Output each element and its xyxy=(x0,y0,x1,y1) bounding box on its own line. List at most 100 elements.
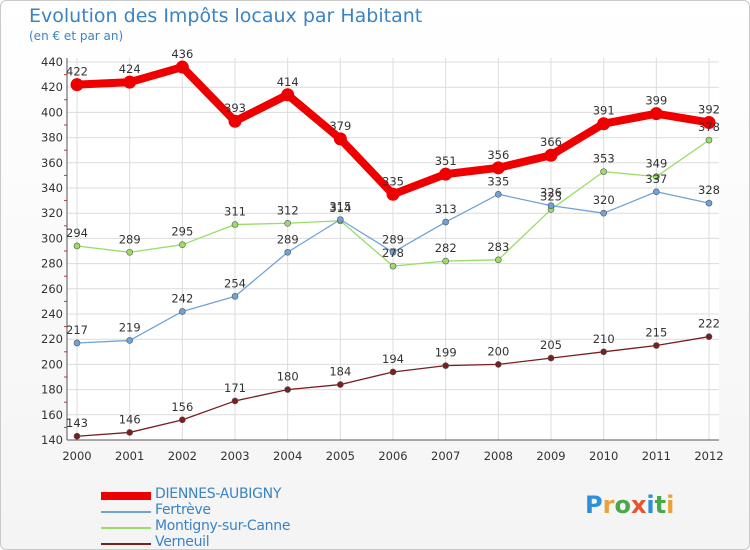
data-point xyxy=(179,308,186,315)
data-labels: 422 424 436 393 414 379 335 351 356 366 391 399 392 2… xyxy=(66,47,720,430)
y-tick-label: 400 xyxy=(41,105,63,119)
logo-letter: r xyxy=(602,491,615,519)
data-label: 315 xyxy=(329,200,351,214)
y-tick-label: 220 xyxy=(41,332,63,346)
data-point xyxy=(653,342,660,349)
data-label: 326 xyxy=(540,186,562,200)
data-point xyxy=(442,218,449,226)
data-point xyxy=(126,429,133,436)
data-point xyxy=(389,368,397,376)
data-label: 314 xyxy=(329,201,351,215)
y-tick-label: 260 xyxy=(41,282,63,296)
data-label: 349 xyxy=(645,157,667,171)
data-point xyxy=(284,219,291,227)
data-point xyxy=(547,354,555,362)
data-label: 217 xyxy=(66,323,88,337)
data-point xyxy=(123,75,137,89)
data-label: 205 xyxy=(540,338,562,352)
logo-letter: t xyxy=(654,491,667,519)
data-label: 143 xyxy=(66,416,88,430)
data-label: 422 xyxy=(66,65,88,79)
data-label: 436 xyxy=(171,47,193,61)
data-point xyxy=(389,248,397,256)
data-label: 194 xyxy=(382,352,404,366)
data-point xyxy=(600,348,607,356)
data-point xyxy=(231,221,239,228)
data-point xyxy=(597,117,611,131)
data-point xyxy=(284,248,291,256)
data-label: 219 xyxy=(119,320,141,334)
data-label: 222 xyxy=(698,317,720,331)
legend-label: Montigny-sur-Canne xyxy=(155,518,291,534)
data-point xyxy=(544,148,558,162)
x-tick-label: 2005 xyxy=(326,449,355,463)
data-point xyxy=(179,241,186,248)
data-label: 199 xyxy=(435,346,457,360)
y-tick-label: 140 xyxy=(41,433,63,447)
x-tick-label: 2006 xyxy=(378,449,407,463)
y-tick-label: 340 xyxy=(41,181,63,195)
data-point xyxy=(126,337,133,344)
y-tick-label: 280 xyxy=(41,257,63,271)
data-point xyxy=(337,381,344,388)
data-point xyxy=(389,262,397,270)
data-label: 278 xyxy=(382,246,404,260)
x-tick-label: 2011 xyxy=(642,449,671,463)
data-point xyxy=(705,199,713,207)
data-point xyxy=(600,209,607,217)
data-label: 210 xyxy=(593,332,615,346)
data-label: 156 xyxy=(171,400,193,414)
data-label: 289 xyxy=(277,232,299,246)
data-point xyxy=(547,202,555,209)
legend-label: DIENNES-AUBIGNY xyxy=(155,486,282,502)
data-point xyxy=(179,416,186,424)
legend-swatch xyxy=(101,527,151,529)
data-label: 379 xyxy=(329,119,351,133)
x-tick-label: 2001 xyxy=(115,449,144,463)
x-tick-label: 2002 xyxy=(168,449,197,463)
y-tick-label: 240 xyxy=(41,307,63,321)
data-point xyxy=(495,191,502,198)
data-point xyxy=(70,78,84,92)
data-point xyxy=(333,132,347,146)
y-tick-label: 320 xyxy=(41,206,63,220)
data-label: 242 xyxy=(171,291,193,305)
data-point xyxy=(175,60,189,74)
y-tick-label: 180 xyxy=(41,383,63,397)
data-label: 313 xyxy=(435,202,457,216)
data-label: 254 xyxy=(224,276,246,290)
chart-title: Evolution des Impôts locaux par Habitant xyxy=(29,5,423,27)
data-point xyxy=(228,114,242,128)
legend-swatch xyxy=(101,543,151,545)
data-label: 294 xyxy=(66,226,88,240)
logo-letter: i xyxy=(646,491,655,519)
x-tick-label: 2007 xyxy=(431,449,460,463)
data-label: 378 xyxy=(698,120,720,134)
legend-label: Verneuil xyxy=(155,534,210,550)
data-label: 353 xyxy=(593,152,615,166)
data-label: 311 xyxy=(224,205,246,219)
data-label: 215 xyxy=(645,326,667,340)
data-label: 295 xyxy=(171,225,193,239)
data-point xyxy=(705,136,713,144)
x-tick-label: 2010 xyxy=(589,449,618,463)
axes: 140 160 180 200 220 240 260 280 300 320 340 360 380 4… xyxy=(41,55,724,463)
x-tick-label: 2012 xyxy=(694,449,723,463)
logo-letter: x xyxy=(630,491,647,519)
data-label: 283 xyxy=(487,240,509,254)
data-point xyxy=(73,242,81,250)
data-label: 289 xyxy=(382,232,404,246)
data-label: 180 xyxy=(277,370,299,384)
data-label: 351 xyxy=(435,154,457,168)
chart-subtitle: (en € et par an) xyxy=(29,29,124,43)
legend-label: Fertrève xyxy=(155,502,211,518)
legend-swatch xyxy=(101,492,151,500)
x-tick-label: 2003 xyxy=(220,449,249,463)
data-label: 323 xyxy=(540,189,562,203)
data-label: 312 xyxy=(277,203,299,217)
legend-swatch xyxy=(101,511,151,513)
data-label: 171 xyxy=(224,381,246,395)
y-tick-label: 360 xyxy=(41,156,63,170)
